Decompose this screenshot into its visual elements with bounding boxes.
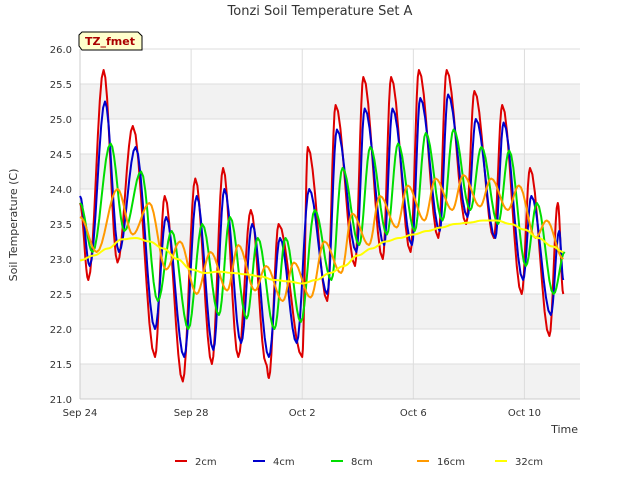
- legend-label-32cm: 32cm: [515, 457, 543, 468]
- legend: 2cm 4cm 8cm 16cm 32cm: [175, 457, 543, 468]
- series-line-32cm: [79, 219, 564, 285]
- series-lines: [79, 69, 566, 383]
- x-tick-label: Sep 28: [174, 408, 209, 419]
- legend-label-4cm: 4cm: [273, 457, 295, 468]
- badge-label: TZ_fmet: [85, 35, 135, 48]
- x-axis-label: Time: [550, 423, 578, 436]
- series-line-8cm: [79, 128, 566, 330]
- y-tick-label: 24.5: [50, 150, 72, 161]
- x-axis: Sep 24 Sep 28 Oct 2 Oct 6 Oct 10: [63, 398, 580, 419]
- legend-label-16cm: 16cm: [437, 457, 465, 468]
- series-line-4cm: [79, 93, 565, 358]
- chart-title: Tonzi Soil Temperature Set A: [227, 4, 413, 19]
- station-badge: TZ_fmet: [78, 31, 143, 51]
- grid-band: [80, 294, 580, 329]
- grid-band: [80, 364, 580, 399]
- y-tick-label: 24.0: [50, 185, 72, 196]
- y-axis-label: Soil Temperature (C): [7, 169, 20, 282]
- series-line-2cm: [79, 69, 565, 383]
- x-tick-label: Oct 6: [400, 408, 427, 419]
- x-tick-label: Oct 2: [289, 408, 316, 419]
- legend-label-8cm: 8cm: [351, 457, 373, 468]
- y-tick-label: 22.5: [50, 290, 72, 301]
- x-tick-label: Sep 24: [63, 408, 98, 419]
- y-tick-label: 21.5: [50, 360, 72, 371]
- y-axis: 21.0 21.5 22.0 22.5 23.0 23.5 24.0 24.5 25.0 25.5…: [50, 45, 81, 406]
- y-tick-label: 25.5: [50, 80, 72, 91]
- x-tick-label: Oct 10: [508, 408, 541, 419]
- grid-band: [80, 84, 580, 119]
- y-tick-label: 26.0: [50, 45, 72, 56]
- legend-label-2cm: 2cm: [195, 457, 217, 468]
- y-tick-label: 23.5: [50, 220, 72, 231]
- y-tick-label: 21.0: [50, 395, 72, 406]
- y-tick-label: 22.0: [50, 325, 72, 336]
- y-tick-label: 25.0: [50, 115, 72, 126]
- y-tick-label: 23.0: [50, 255, 72, 266]
- badge-box: [78, 31, 143, 51]
